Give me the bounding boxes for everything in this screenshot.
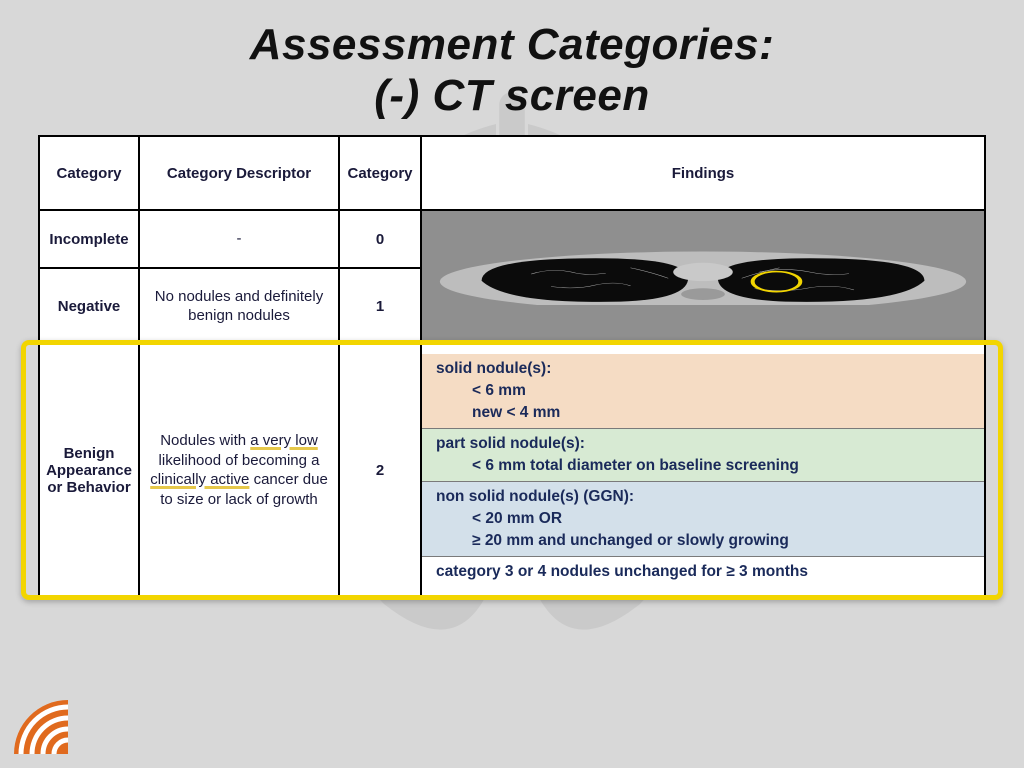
subrow-line: < 20 mm OR xyxy=(436,506,974,528)
cell-category: Benign Appearance or Behavior xyxy=(39,344,139,596)
subrow-line: < 6 mm xyxy=(436,378,974,400)
desc-u2: clinically active xyxy=(150,471,249,488)
subrow-line: ≥ 20 mm and unchanged or slowly growing xyxy=(436,528,974,550)
cell-number: 2 xyxy=(339,344,421,596)
cell-descriptor: - xyxy=(139,210,339,268)
th-category: Category xyxy=(39,136,139,210)
brand-logo-icon xyxy=(14,700,68,754)
desc-u1: a very low xyxy=(250,432,318,449)
th-number: Category xyxy=(339,136,421,210)
cell-number: 1 xyxy=(339,268,421,344)
subrow-label: part solid nodule(s): xyxy=(436,435,585,452)
cell-descriptor: Nodules with a very low likelihood of be… xyxy=(139,344,339,596)
subrow-label: non solid nodule(s) (GGN): xyxy=(436,488,634,505)
assessment-table: Category Category Descriptor Category Fi… xyxy=(38,135,986,597)
assessment-table-wrap: Category Category Descriptor Category Fi… xyxy=(38,135,986,597)
subrow-label: solid nodule(s): xyxy=(436,360,551,377)
desc-pre: Nodules with xyxy=(160,432,250,449)
findings-subrow-nonsolid: non solid nodule(s) (GGN): < 20 mm OR ≥ … xyxy=(422,481,984,556)
title-line-2: (-) CT screen xyxy=(0,71,1024,122)
cell-number: 0 xyxy=(339,210,421,268)
ct-scan-image xyxy=(422,249,984,305)
table-row: Benign Appearance or Behavior Nodules wi… xyxy=(39,344,985,596)
table-header-row: Category Category Descriptor Category Fi… xyxy=(39,136,985,210)
findings-subrow-partsolid: part solid nodule(s): < 6 mm total diame… xyxy=(422,428,984,481)
th-descriptor: Category Descriptor xyxy=(139,136,339,210)
findings-subrow-plain: category 3 or 4 nodules unchanged for ≥ … xyxy=(422,556,984,587)
th-findings: Findings xyxy=(421,136,985,210)
cell-descriptor: No nodules and definitely benign nodules xyxy=(139,268,339,344)
findings-subrow-solid: solid nodule(s): < 6 mm new < 4 mm xyxy=(422,354,984,428)
subrow-label: category 3 or 4 nodules unchanged for ≥ … xyxy=(436,563,808,580)
title-line-1: Assessment Categories: xyxy=(0,20,1024,71)
cell-findings-ct xyxy=(421,210,985,344)
slide-title: Assessment Categories: (-) CT screen xyxy=(0,0,1024,129)
cell-category: Incomplete xyxy=(39,210,139,268)
desc-mid1: likelihood of becoming a xyxy=(159,452,320,469)
table-row: Incomplete - 0 xyxy=(39,210,985,268)
subrow-line: new < 4 mm xyxy=(436,400,974,422)
cell-findings-subrows: solid nodule(s): < 6 mm new < 4 mm part … xyxy=(421,344,985,596)
subrow-line: < 6 mm total diameter on baseline screen… xyxy=(436,453,974,475)
cell-category: Negative xyxy=(39,268,139,344)
